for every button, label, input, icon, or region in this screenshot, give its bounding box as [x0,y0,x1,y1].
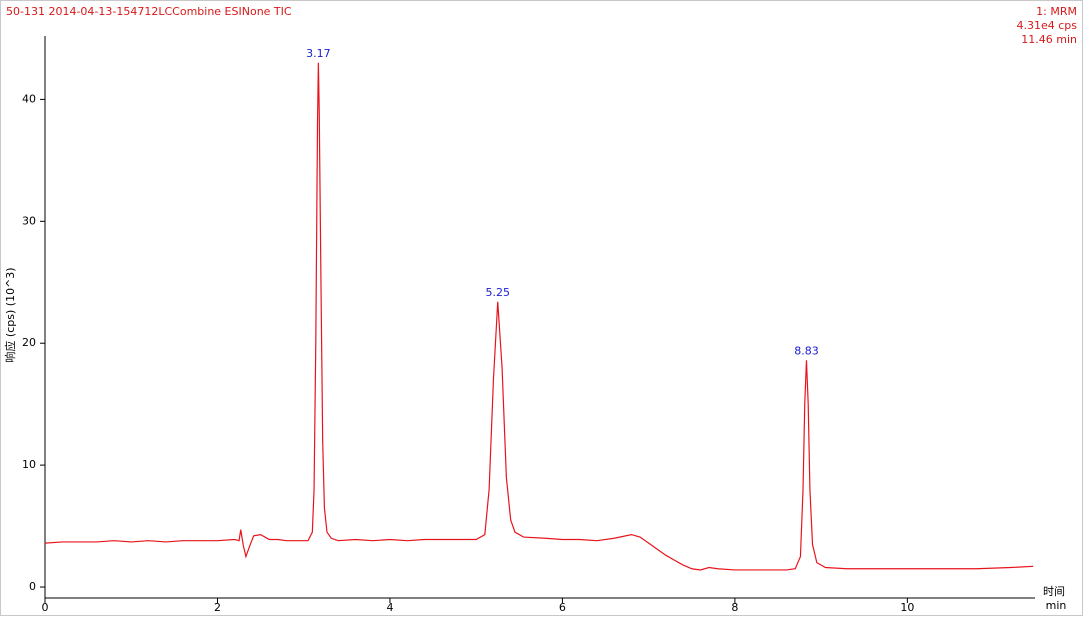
trace [44,62,1034,571]
x-tick-label: 10 [900,601,914,614]
y-tick-label: 10 [22,458,36,471]
x-tick-label: 6 [559,601,566,614]
info-line: 11.46 min [1021,33,1077,46]
peak-label: 5.25 [485,286,510,299]
peak-label: 3.17 [306,47,331,60]
x-axis-label: 时间 [1043,585,1065,598]
x-tick-label: 0 [42,601,49,614]
x-axis-unit: min [1046,599,1067,612]
y-tick-label: 30 [22,214,36,227]
y-tick-label: 40 [22,92,36,105]
y-tick-label: 20 [22,336,36,349]
y-axis-label: 响应 (cps) (10^3) [3,267,17,362]
chart-title: 50-131 2014-04-13-154712LCCombine ESINon… [6,5,292,18]
info-line: 4.31e4 cps [1016,19,1077,32]
x-tick-label: 8 [731,601,738,614]
x-tick-label: 2 [214,601,221,614]
info-line: 1: MRM [1036,5,1077,18]
x-tick-label: 4 [386,601,393,614]
y-tick-label: 0 [29,580,36,593]
peak-label: 8.83 [794,344,819,357]
